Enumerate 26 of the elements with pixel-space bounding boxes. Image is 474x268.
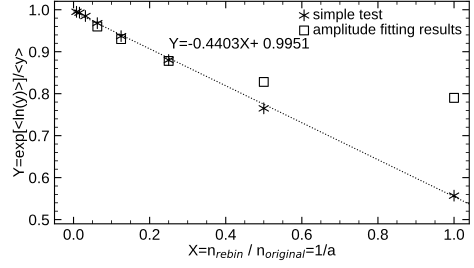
point	[116, 34, 126, 44]
y-axis-title: Y=exp[<ln(y)>]/<y>	[12, 48, 28, 177]
point	[92, 22, 102, 32]
x-tick-label: 0.4	[216, 229, 236, 240]
y-tick-label: 0.8	[29, 88, 49, 100]
x-tick-label: 1.0	[444, 229, 464, 240]
x-tick-label: 0.8	[368, 229, 388, 240]
y-tick-label: 1.0	[30, 4, 50, 16]
y-tick-label: 0.7	[29, 130, 49, 142]
point	[448, 190, 460, 202]
annotation: Y=-0.4403X+ 0.9951	[169, 38, 309, 49]
legend-label: simple test	[313, 8, 382, 22]
x-tick-label: 0.2	[140, 229, 160, 240]
point	[258, 102, 269, 114]
point	[116, 30, 126, 42]
y-tick-label: 0.5	[29, 214, 50, 226]
point	[80, 10, 91, 22]
x-tick-label: 0.0	[64, 229, 84, 240]
point	[449, 92, 459, 103]
x-axis-title: X=n$_{rebin}$ / n$_{original}$=1/a	[188, 244, 336, 260]
x-tick-label: 0.6	[292, 229, 312, 240]
y-tick-label: 0.9	[29, 46, 49, 58]
point	[258, 76, 269, 87]
y-tick-label: 0.6	[29, 172, 49, 184]
legend-label: amplitude fitting results	[313, 24, 462, 38]
point	[92, 17, 103, 30]
